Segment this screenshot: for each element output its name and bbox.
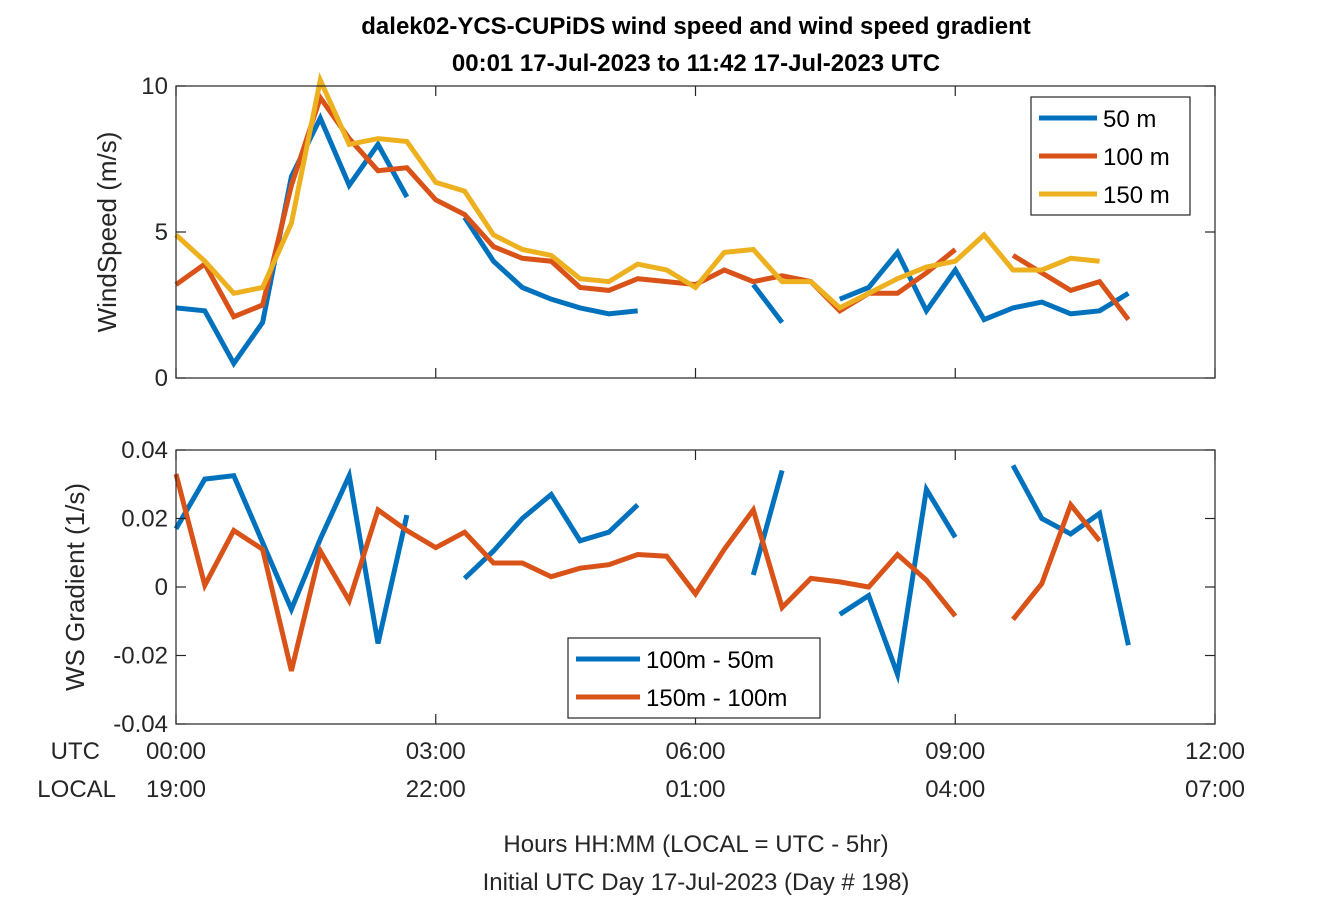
gradient-y-tick-label: 0.04 — [121, 437, 168, 464]
gradient-y-tick-label: -0.04 — [113, 711, 168, 738]
x-tick-label-local: 01:00 — [665, 776, 725, 803]
windspeed-legend: 50 m 100 m 150 m — [1030, 96, 1191, 216]
chart-title-line2: 00:01 17-Jul-2023 to 11:42 17-Jul-2023 U… — [452, 50, 940, 77]
windspeed-legend-label-2: 100 m — [1103, 144, 1170, 171]
x-tick-label-local: 22:00 — [406, 776, 466, 803]
x-tick-label-utc: 06:00 — [665, 738, 725, 765]
x-tick-label-local: 07:00 — [1185, 776, 1245, 803]
x-tick-label-utc: 09:00 — [925, 738, 985, 765]
gradient-series-lines — [173, 464, 1131, 685]
windspeed-ticks: 0 5 10 — [141, 73, 1216, 392]
windspeed-series-line-3 — [174, 72, 1100, 311]
gradient-y-tick-label: 0 — [155, 574, 168, 601]
windspeed-series-line-1 — [175, 112, 1130, 369]
windspeed-legend-label-1: 50 m — [1103, 106, 1156, 133]
x-tick-label-utc: 12:00 — [1185, 738, 1245, 765]
x-tick-label-local: 04:00 — [925, 776, 985, 803]
x-axis-utc-row-label: UTC — [51, 738, 100, 765]
windspeed-y-tick-label: 5 — [155, 219, 168, 246]
gradient-y-axis-label: WS Gradient (1/s) — [60, 483, 90, 691]
gradient-series-line-2 — [173, 473, 1102, 672]
windspeed-panel: 0 5 10 WindSpeed (m/s) 50 m 100 m 150 m — [92, 72, 1216, 392]
gradient-legend: 100m - 50m 150m - 100m — [567, 637, 821, 719]
x-tick-labels: 00:00 19:00 03:00 22:00 06:00 01:00 09:00 04:00… — [146, 738, 1245, 803]
x-axis-caption-1: Hours HH:MM (LOCAL = UTC - 5hr) — [503, 831, 888, 858]
gradient-legend-label-2: 150m - 100m — [646, 685, 787, 712]
gradient-y-tick-label: 0.02 — [121, 506, 168, 533]
gradient-panel: -0.04 -0.02 0 0.02 0.04 WS Gradient (1/s) 10… — [60, 437, 1216, 738]
x-axis-caption-2: Initial UTC Day 17-Jul-2023 (Day # 198) — [483, 869, 910, 896]
x-tick-label-utc: 00:00 — [146, 738, 206, 765]
x-tick-label-utc: 03:00 — [406, 738, 466, 765]
windspeed-y-tick-label: 10 — [141, 73, 168, 100]
gradient-legend-box — [567, 637, 821, 719]
x-axis-local-row-label: LOCAL — [37, 776, 116, 803]
gradient-series-line-1 — [173, 464, 1131, 685]
x-tick-label-local: 19:00 — [146, 776, 206, 803]
gradient-legend-label-1: 100m - 50m — [646, 647, 774, 674]
chart-title-line1: dalek02-YCS-CUPiDS wind speed and wind s… — [361, 13, 1030, 40]
windspeed-legend-label-3: 150 m — [1103, 182, 1170, 209]
gradient-ticks: -0.04 -0.02 0 0.02 0.04 — [113, 437, 1216, 738]
gradient-y-tick-label: -0.02 — [113, 643, 168, 670]
windspeed-y-axis-label: WindSpeed (m/s) — [92, 132, 122, 333]
windspeed-series-lines — [174, 72, 1131, 369]
windspeed-y-tick-label: 0 — [155, 365, 168, 392]
